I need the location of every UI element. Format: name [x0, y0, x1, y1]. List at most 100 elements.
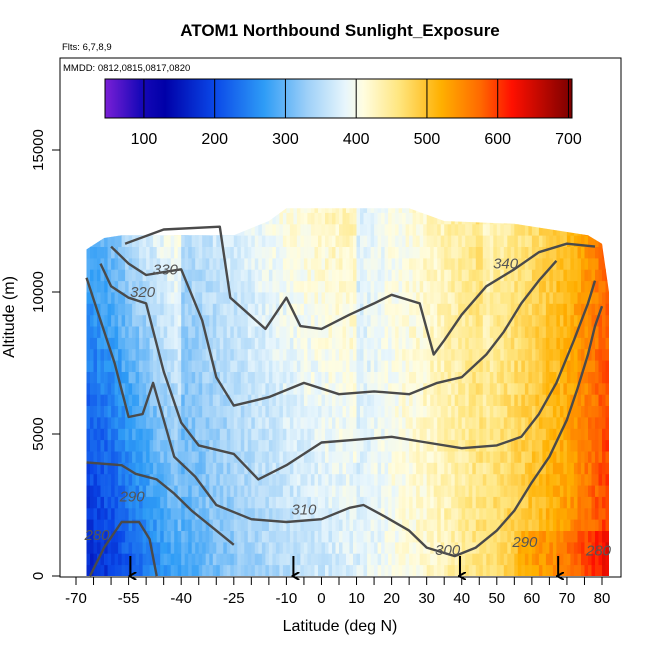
heatmap-cell: [549, 417, 554, 429]
heatmap-cell: [261, 428, 266, 441]
heatmap-cell: [346, 553, 350, 566]
heatmap-cell: [272, 405, 277, 418]
heatmap-cell: [510, 451, 515, 463]
heatmap-cell: [156, 208, 161, 213]
heatmap-cell: [100, 360, 105, 372]
heatmap-cell: [440, 208, 445, 213]
heatmap-cell: [545, 439, 550, 452]
heatmap-cell: [524, 530, 529, 543]
heatmap-cell: [163, 314, 168, 327]
heatmap-cell: [142, 541, 147, 554]
heatmap-cell: [191, 257, 196, 270]
heatmap-cell: [374, 541, 378, 554]
heatmap-cell: [181, 246, 186, 259]
heatmap-cell: [458, 519, 463, 531]
heatmap-cell: [500, 507, 505, 520]
heatmap-cell: [314, 462, 319, 475]
heatmap-cell: [349, 405, 354, 418]
heatmap-cell: [286, 462, 291, 475]
heatmap-cell: [286, 496, 291, 509]
heatmap-cell: [163, 246, 168, 259]
heatmap-cell: [391, 417, 396, 429]
heatmap-cell: [170, 348, 175, 361]
heatmap-cell: [247, 485, 252, 497]
heatmap-cell: [339, 462, 343, 475]
heatmap-cell: [125, 314, 129, 327]
heatmap-cell: [90, 360, 94, 372]
heatmap-cell: [542, 507, 547, 520]
heatmap-cell: [111, 439, 115, 452]
heatmap-cell: [195, 292, 200, 304]
heatmap-cell: [489, 371, 494, 384]
heatmap-cell: [605, 519, 609, 531]
heatmap-cell: [282, 371, 287, 384]
heatmap-cell: [170, 235, 175, 247]
heatmap-cell: [395, 303, 399, 316]
heatmap-cell: [570, 246, 575, 259]
heatmap-cell: [391, 428, 396, 441]
heatmap-cell: [409, 246, 413, 259]
heatmap-cell: [472, 394, 477, 406]
heatmap-cell: [447, 553, 452, 566]
heatmap-cell: [581, 553, 585, 566]
heatmap-cell: [332, 326, 336, 338]
heatmap-cell: [321, 417, 326, 429]
heatmap-cell: [153, 246, 157, 259]
heatmap-cell: [521, 212, 526, 225]
heatmap-cell: [296, 405, 301, 418]
heatmap-cell: [602, 348, 606, 361]
heatmap-cell: [114, 394, 119, 406]
heatmap-cell: [409, 348, 413, 361]
heatmap-cell: [205, 257, 210, 270]
heatmap-cell: [205, 564, 210, 576]
heatmap-cell: [524, 314, 529, 327]
heatmap-cell: [416, 246, 420, 259]
heatmap-cell: [244, 439, 249, 452]
heatmap-cell: [289, 235, 294, 247]
heatmap-cell: [163, 541, 168, 554]
heatmap-cell: [293, 303, 298, 316]
heatmap-cell: [233, 496, 238, 509]
heatmap-cell: [531, 496, 536, 509]
heatmap-cell: [265, 417, 270, 429]
heatmap-cell: [535, 280, 540, 293]
heatmap-cell: [153, 235, 157, 247]
heatmap-cell: [160, 212, 165, 225]
heatmap-cell: [268, 485, 273, 497]
heatmap-cell: [444, 530, 449, 543]
heatmap-cell: [479, 553, 484, 566]
heatmap-cell: [514, 337, 519, 350]
heatmap-cell: [489, 564, 494, 576]
heatmap-cell: [219, 292, 224, 304]
heatmap-cell: [128, 394, 133, 406]
heatmap-cell: [212, 280, 217, 293]
heatmap-cell: [289, 405, 294, 418]
heatmap-cell: [542, 326, 547, 338]
heatmap-cell: [503, 360, 508, 372]
heatmap-cell: [258, 417, 263, 429]
heatmap-cell: [314, 496, 319, 509]
heatmap-cell: [377, 462, 382, 475]
heatmap-cell: [472, 405, 477, 418]
heatmap-cell: [503, 530, 508, 543]
heatmap-cell: [237, 280, 242, 293]
heatmap-cell: [275, 507, 280, 520]
heatmap-cell: [258, 439, 263, 452]
heatmap-cell: [566, 212, 571, 225]
heatmap-cell: [454, 235, 459, 247]
heatmap-cell: [153, 496, 157, 509]
heatmap-cell: [510, 212, 515, 225]
heatmap-cell: [230, 405, 235, 418]
heatmap-cell: [472, 519, 477, 531]
heatmap-cell: [205, 235, 210, 247]
heatmap-cell: [531, 371, 536, 384]
heatmap-cell: [503, 235, 508, 247]
heatmap-cell: [107, 280, 112, 293]
heatmap-cell: [296, 235, 301, 247]
heatmap-cell: [321, 541, 326, 554]
heatmap-cell: [444, 337, 449, 350]
heatmap-cell: [104, 280, 108, 293]
heatmap-cell: [388, 208, 392, 213]
heatmap-cell: [149, 530, 154, 543]
heatmap-cell: [202, 417, 207, 429]
